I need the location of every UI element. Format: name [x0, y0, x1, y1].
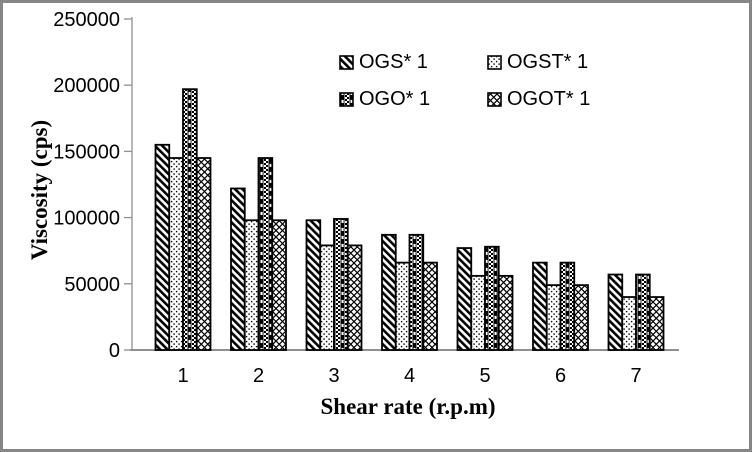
x-tick-label: 4	[404, 365, 415, 387]
bar-s0-g1	[154, 143, 171, 351]
legend-item-3: OGO* 1	[339, 88, 430, 110]
bar-s3-g4	[422, 261, 438, 351]
bar-s1-g3	[319, 244, 335, 351]
bar-s3-g3	[346, 244, 363, 351]
bar-s1-g2	[243, 219, 260, 351]
bar-s3-g2	[271, 219, 287, 351]
bar-s3-g1	[195, 157, 212, 351]
bar-s3-g5	[497, 274, 514, 351]
bar-s1-g7	[621, 296, 637, 351]
bar-s2-g3	[333, 218, 349, 351]
viscosity-bar-chart: 0 50000 100000 150000 200000 250000 1 2 3 4 5 6 7 O…	[27, 9, 679, 419]
x-tick-label: 6	[555, 365, 566, 387]
bar-s2-g2	[257, 157, 274, 351]
bar-s2-g5	[484, 245, 500, 351]
y-tick-label: 250000	[53, 9, 120, 31]
legend-label: OGOT* 1	[507, 88, 590, 110]
checker-ladder-icon	[339, 92, 354, 107]
bar-s2-g7	[635, 273, 651, 351]
y-tick-label: 150000	[53, 141, 120, 163]
diamond-crosshatch-icon	[487, 92, 502, 107]
sparse-dots-icon	[487, 55, 502, 70]
bar-s1-g4	[394, 261, 411, 351]
x-tick-label: 5	[479, 365, 490, 387]
bar-s1-g5	[470, 274, 486, 351]
y-tick-label: 200000	[53, 75, 120, 97]
bar-s1-g6	[545, 284, 562, 351]
bar-s2-g1	[182, 88, 198, 351]
x-tick-label: 1	[177, 365, 188, 387]
bar-s0-g6	[532, 261, 548, 351]
bar-s0-g5	[456, 247, 473, 351]
bar-s3-g7	[648, 296, 665, 351]
y-tick-label: 0	[109, 340, 120, 362]
bar-s0-g7	[607, 273, 624, 351]
bar-s1-g1	[168, 157, 184, 351]
x-tick-labels: 1 2 3 4 5 6 7	[177, 365, 641, 387]
legend-label: OGO* 1	[359, 88, 430, 110]
legend-label: OGST* 1	[507, 51, 588, 73]
bars	[154, 88, 665, 351]
legend-item-4: OGOT* 1	[487, 88, 590, 110]
bar-s2-g6	[559, 261, 576, 351]
bar-s3-g6	[573, 284, 589, 351]
y-tick-label: 50000	[64, 274, 120, 296]
bar-s0-g2	[230, 187, 246, 351]
diagonal-stripes-icon	[339, 55, 354, 70]
bar-s0-g3	[305, 219, 322, 351]
y-tick-label: 100000	[53, 208, 120, 230]
x-tick-label: 3	[328, 365, 339, 387]
legend-item-1: OGS* 1	[339, 51, 428, 73]
y-axis-title: Viscosity (cps)	[27, 120, 52, 260]
x-tick-label: 2	[253, 365, 264, 387]
x-axis-title: Shear rate (r.p.m)	[320, 394, 495, 419]
legend-item-2: OGST* 1	[487, 51, 588, 73]
legend-label: OGS* 1	[359, 51, 428, 73]
bar-s2-g4	[408, 233, 425, 351]
legend: OGS* 1 OGST* 1 OGO* 1 OGOT* 1	[339, 51, 590, 110]
bar-s0-g4	[381, 233, 397, 351]
x-tick-label: 7	[630, 365, 641, 387]
